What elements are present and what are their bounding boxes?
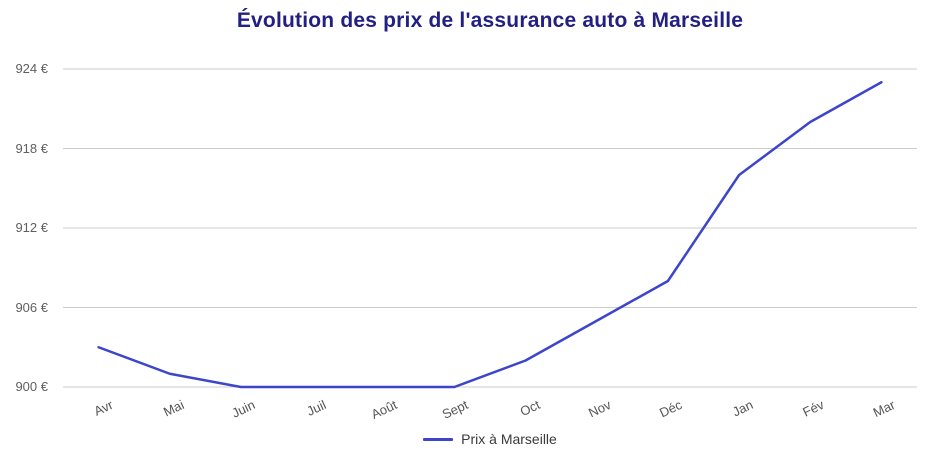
legend-line-swatch[interactable] xyxy=(423,437,454,441)
chart-legend: Prix à Marseille xyxy=(63,430,917,448)
y-axis-label: 918 € xyxy=(15,140,48,156)
y-axis-label: 924 € xyxy=(15,61,48,76)
y-axis-label: 900 € xyxy=(15,379,48,394)
y-axis-label: 906 € xyxy=(15,299,48,315)
legend-series-label[interactable]: Prix à Marseille xyxy=(461,431,557,447)
price-series-line xyxy=(97,81,883,389)
y-axis-label: 912 € xyxy=(15,220,48,235)
horizontal-gridlines xyxy=(63,68,917,388)
chart-title: Évolution des prix de l'assurance auto à… xyxy=(236,9,744,32)
